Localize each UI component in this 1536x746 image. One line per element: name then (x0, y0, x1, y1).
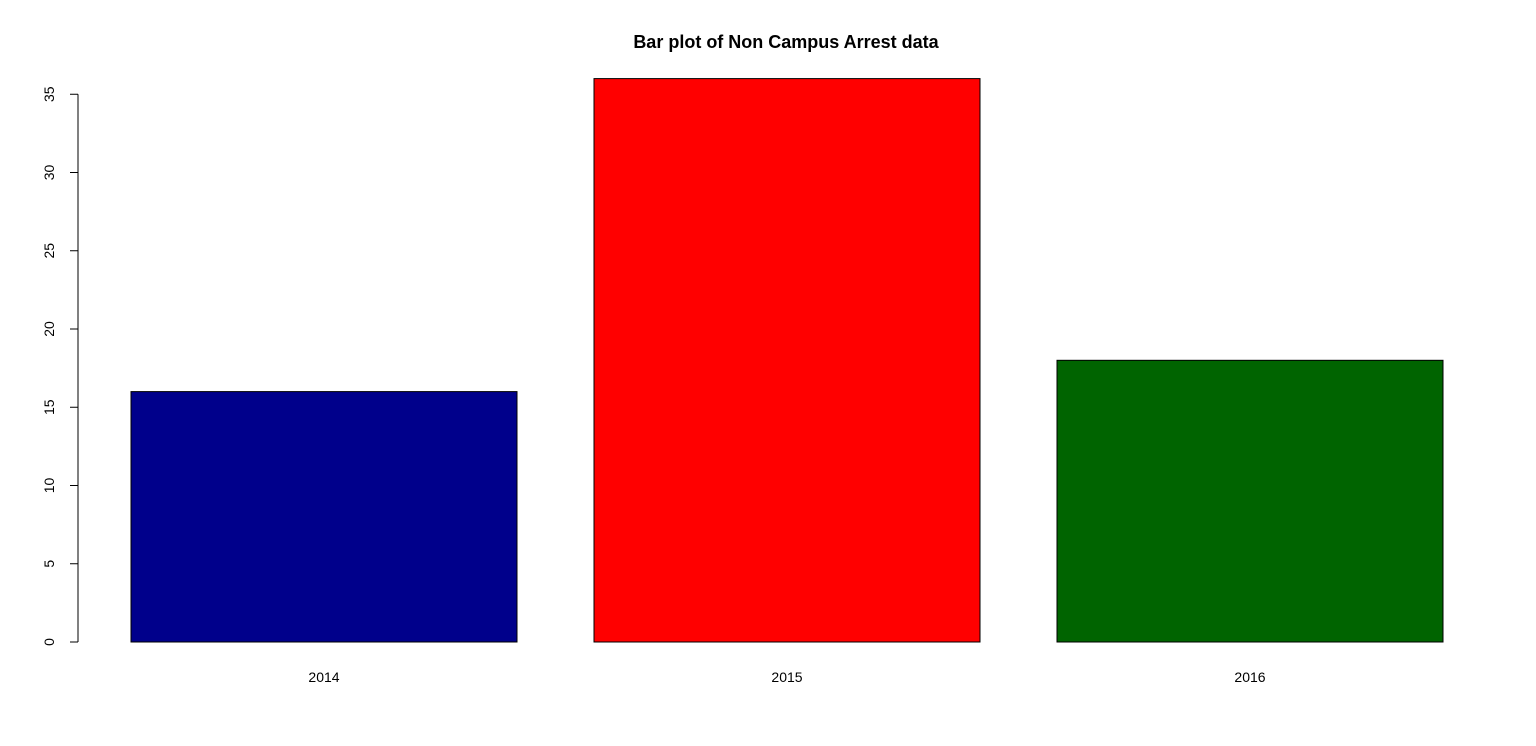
y-tick-label: 35 (41, 86, 57, 102)
x-category-label: 2015 (771, 669, 802, 685)
y-axis: 0 5 10 15 20 25 30 35 (41, 86, 79, 646)
y-tick-label: 20 (41, 321, 57, 337)
y-tick-label: 15 (41, 399, 57, 415)
bar-2016 (1056, 359, 1444, 643)
bars-group (130, 78, 1444, 643)
y-tick-label: 5 (41, 560, 57, 568)
y-tick-label: 0 (41, 638, 57, 646)
y-tick-label: 10 (41, 478, 57, 494)
x-category-label: 2016 (1234, 669, 1265, 685)
bar-2014 (130, 391, 518, 643)
x-axis-labels: 2014 2015 2016 (308, 669, 1265, 685)
bar-2015 (593, 78, 981, 643)
chart-title: Bar plot of Non Campus Arrest data (633, 32, 939, 52)
x-category-label: 2014 (308, 669, 339, 685)
y-tick-label: 30 (41, 165, 57, 181)
y-tick-label: 25 (41, 243, 57, 259)
